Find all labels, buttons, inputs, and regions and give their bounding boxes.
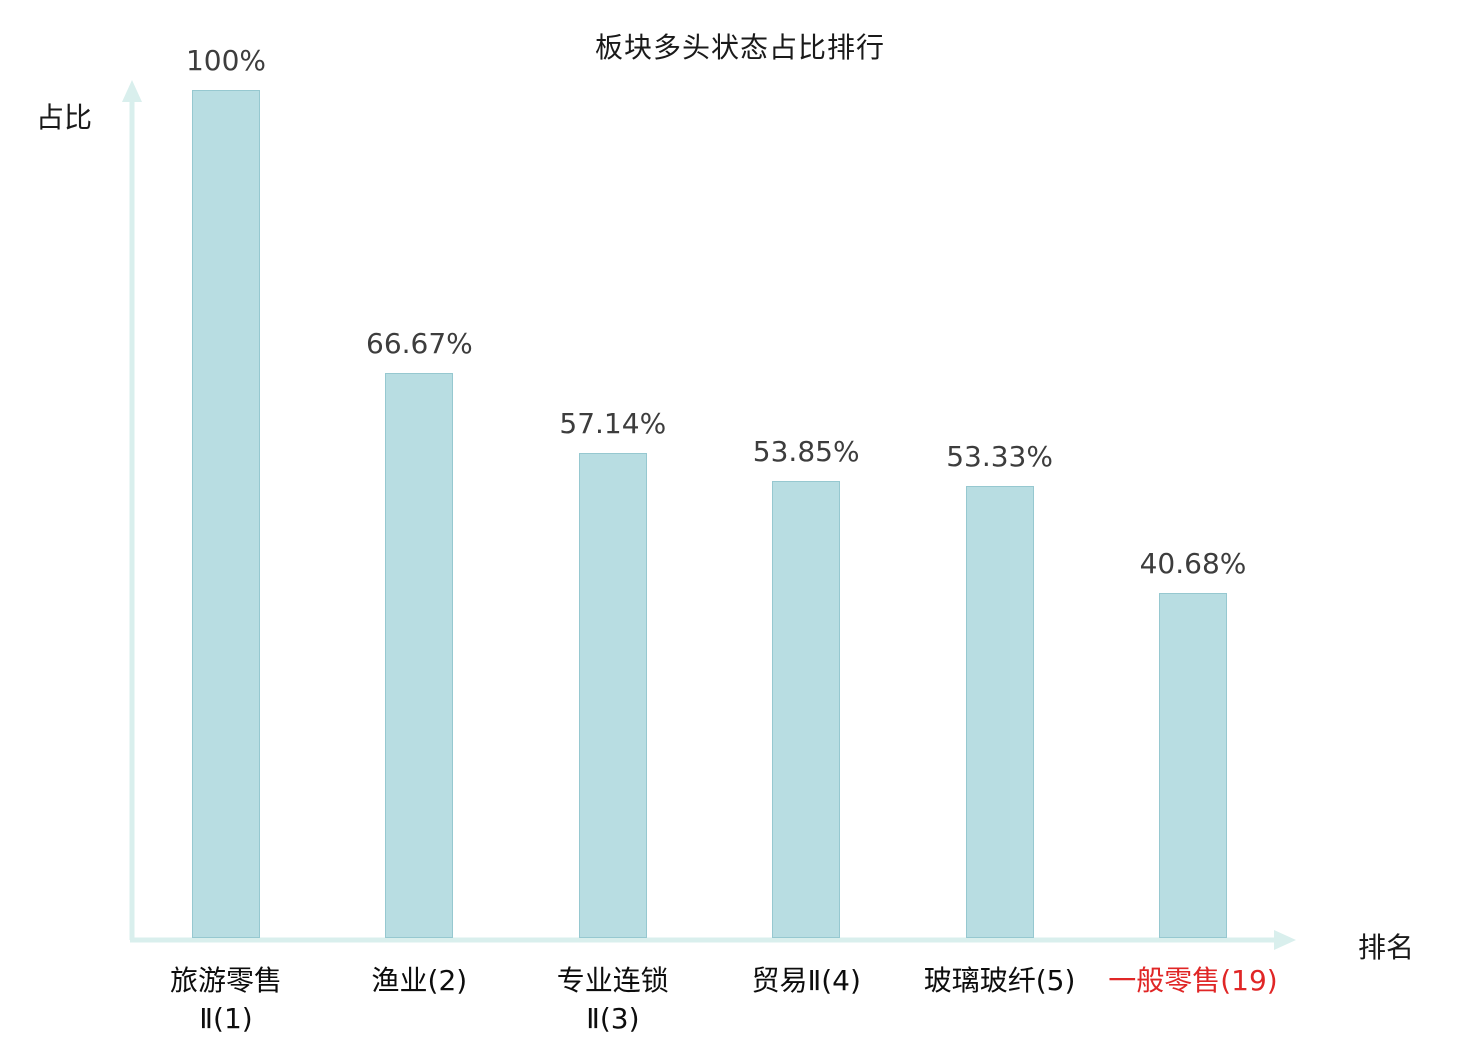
bar-value-label-6: 40.68% [1139, 547, 1247, 581]
x-axis-label: 排名 [1358, 931, 1415, 964]
category-label-4: 贸易Ⅱ(4) [751, 964, 861, 997]
bar-1 [192, 90, 260, 938]
chart-title: 板块多头状态占比排行 [594, 31, 885, 64]
x-axis-arrow-icon [1274, 930, 1296, 950]
category-label-5: 玻璃玻纤(5) [923, 964, 1076, 997]
bar-value-label-1: 100% [185, 44, 267, 77]
y-axis-label: 占比 [36, 101, 93, 134]
bar-value-label-4: 53.85% [752, 435, 860, 469]
bar-3 [578, 453, 647, 938]
bar-value-label-5: 53.33% [946, 439, 1053, 473]
bar-2 [385, 372, 454, 938]
bar-6 [1159, 593, 1227, 938]
bar-5 [965, 485, 1034, 938]
bar-value-label-2: 66.67% [366, 326, 473, 360]
category-label-1: 旅游零售 Ⅱ(1) [169, 964, 282, 1035]
bar-value-label-3: 57.14% [559, 407, 667, 441]
bar-4 [772, 481, 841, 938]
category-label-3: 专业连锁 Ⅱ(3) [556, 964, 669, 1035]
category-label-2: 渔业(2) [371, 964, 468, 997]
y-axis-arrow-icon [122, 80, 142, 102]
category-label-6: 一般零售(19) [1108, 964, 1278, 997]
